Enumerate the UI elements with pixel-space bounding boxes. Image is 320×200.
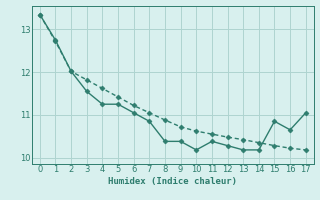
X-axis label: Humidex (Indice chaleur): Humidex (Indice chaleur) [108,177,237,186]
